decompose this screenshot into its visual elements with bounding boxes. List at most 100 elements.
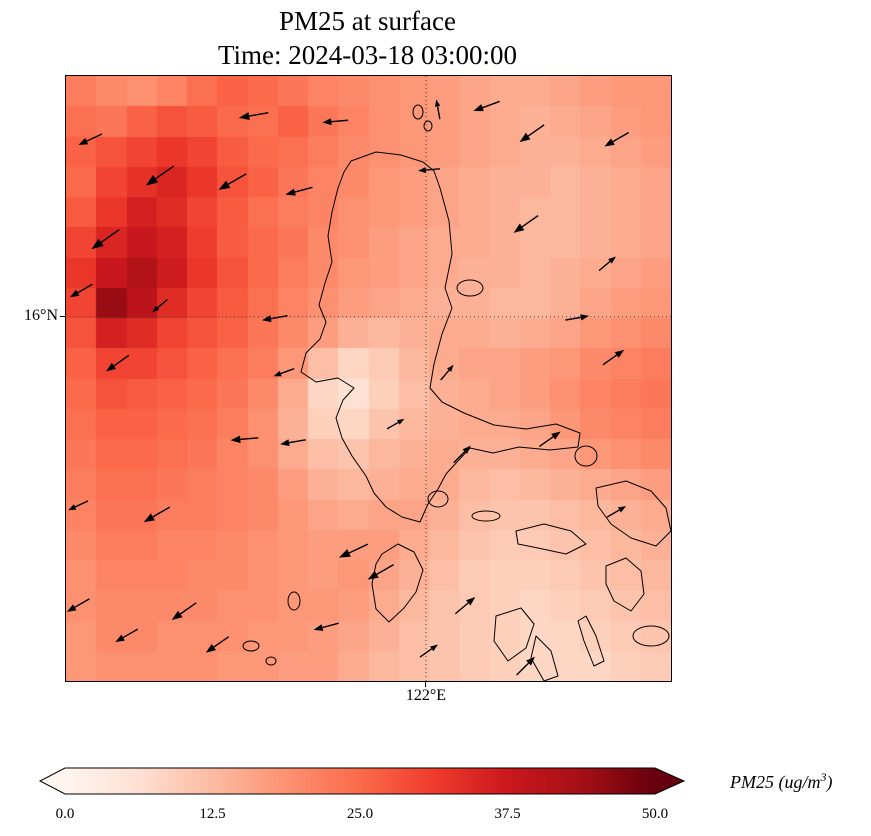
colorbar-gradient [65, 768, 655, 794]
wind-arrow-head [280, 439, 290, 447]
coastline [300, 151, 581, 523]
wind-arrow-head [273, 370, 282, 377]
wind-arrow-shaft [86, 133, 103, 142]
wind-arrow-head [513, 223, 525, 233]
colorbar-tick-label: 12.5 [199, 806, 226, 822]
wind-arrow-head [617, 506, 627, 513]
wind-arrow-head [143, 513, 155, 523]
wind-arrow-head [434, 99, 441, 107]
colorbar-tick-label: 50.0 [641, 806, 669, 822]
island-coastline [574, 445, 598, 467]
wind-arrow-shaft [348, 543, 369, 554]
wind-arrow-shaft [294, 186, 313, 193]
wind-arrow-shaft [612, 131, 630, 143]
coastline [493, 607, 535, 662]
y-axis-tick-label: 16°N [24, 307, 58, 324]
colorbar-svg [38, 767, 686, 795]
wind-arrow-shaft [602, 354, 618, 366]
coastline [595, 480, 671, 547]
wind-arrow-head [145, 175, 159, 186]
x-axis-tick-mark [425, 681, 426, 687]
wind-arrow-shaft [74, 598, 90, 608]
island-coastline [265, 656, 277, 666]
wind-arrow-shaft [516, 662, 530, 676]
coastline [530, 635, 559, 681]
wind-arrow-head [238, 112, 250, 121]
colorbar-label-prefix: PM25 (ug/m [730, 772, 821, 792]
wind-arrow-shaft [213, 636, 230, 648]
wind-arrow-shaft [453, 451, 466, 464]
wind-arrow-head [205, 644, 216, 653]
wind-arrow-head [230, 435, 241, 444]
wind-arrow-head [105, 362, 117, 372]
wind-arrow-shaft [122, 628, 139, 639]
island-coastline [423, 120, 433, 132]
wind-arrow-head [285, 188, 296, 196]
map-overlay-svg [66, 76, 671, 681]
wind-arrow-shaft [419, 648, 433, 658]
wind-arrow-shaft [331, 119, 349, 123]
wind-arrow-shaft [527, 124, 545, 137]
wind-arrow-head [608, 256, 616, 264]
wind-arrow-head [91, 238, 104, 250]
wind-arrow-shaft [376, 563, 394, 575]
wind-arrow-head [68, 504, 77, 511]
wind-arrow-shaft [240, 437, 259, 441]
wind-arrow-shaft [74, 500, 89, 508]
island-coastline [427, 490, 449, 508]
wind-arrow-head [171, 610, 183, 621]
colorbar-label-superscript: 3 [820, 770, 827, 784]
figure-subtitle: Time: 2024-03-18 03:00:00 [217, 40, 518, 70]
wind-arrow-shaft [440, 369, 450, 381]
wind-arrow-shaft [436, 106, 441, 120]
title-block: PM25 at surface Time: 2024-03-18 03:00:0… [65, 4, 670, 72]
wind-arrow-shaft [100, 229, 120, 243]
wind-arrow-head [69, 289, 80, 298]
wind-arrow-shaft [152, 506, 171, 518]
x-axis-tick-label: 122°E [405, 687, 447, 704]
colorbar-label-suffix: ) [826, 772, 833, 792]
map-plot-area [65, 75, 672, 682]
figure-title: PM25 at surface [279, 6, 456, 36]
island-coastline [471, 510, 501, 522]
colorbar-extend-max [655, 768, 684, 794]
wind-arrow-head [604, 138, 615, 147]
wind-arrow-head [447, 364, 454, 372]
colorbar-tick-label: 25.0 [346, 806, 374, 822]
wind-arrow-head [66, 604, 77, 612]
wind-arrow-head [78, 138, 89, 146]
wind-arrow-shaft [454, 602, 469, 615]
wind-arrow-head [218, 180, 231, 190]
wind-arrow-head [519, 132, 531, 143]
wind-arrow-shaft [77, 283, 93, 294]
colorbar-tick-label: 0.0 [55, 806, 75, 822]
wind-arrow-shaft [113, 354, 130, 367]
wind-arrow-head [462, 445, 471, 454]
wind-arrow-head [367, 570, 379, 580]
wind-arrow-head [430, 644, 439, 652]
wind-arrow-head [313, 624, 324, 631]
wind-arrow-head [322, 118, 332, 126]
colorbar-extend-min [40, 768, 65, 794]
wind-arrow-shaft [179, 602, 197, 615]
island-coastline [242, 640, 260, 652]
wind-arrow-shaft [606, 509, 620, 518]
y-axis-tick-mark [60, 316, 66, 317]
wind-arrow-shaft [288, 439, 306, 444]
wind-arrow-shaft [280, 368, 295, 375]
wind-arrow-head [473, 104, 484, 112]
wind-arrow-shaft [157, 298, 168, 309]
colorbar-outline [38, 767, 686, 795]
wind-arrow-head [466, 597, 476, 606]
island-coastline [287, 591, 301, 611]
island-coastline [456, 279, 484, 297]
wind-arrow-head [115, 634, 125, 643]
wind-arrow-shaft [482, 100, 500, 109]
wind-arrow-shaft [538, 436, 554, 448]
colorbar-label: PM25 (ug/m3) [730, 770, 832, 793]
wind-arrow-shaft [386, 421, 399, 430]
island-coastline [412, 104, 424, 120]
coastline [515, 523, 587, 555]
pm25-heatmap-canvas [66, 76, 671, 681]
